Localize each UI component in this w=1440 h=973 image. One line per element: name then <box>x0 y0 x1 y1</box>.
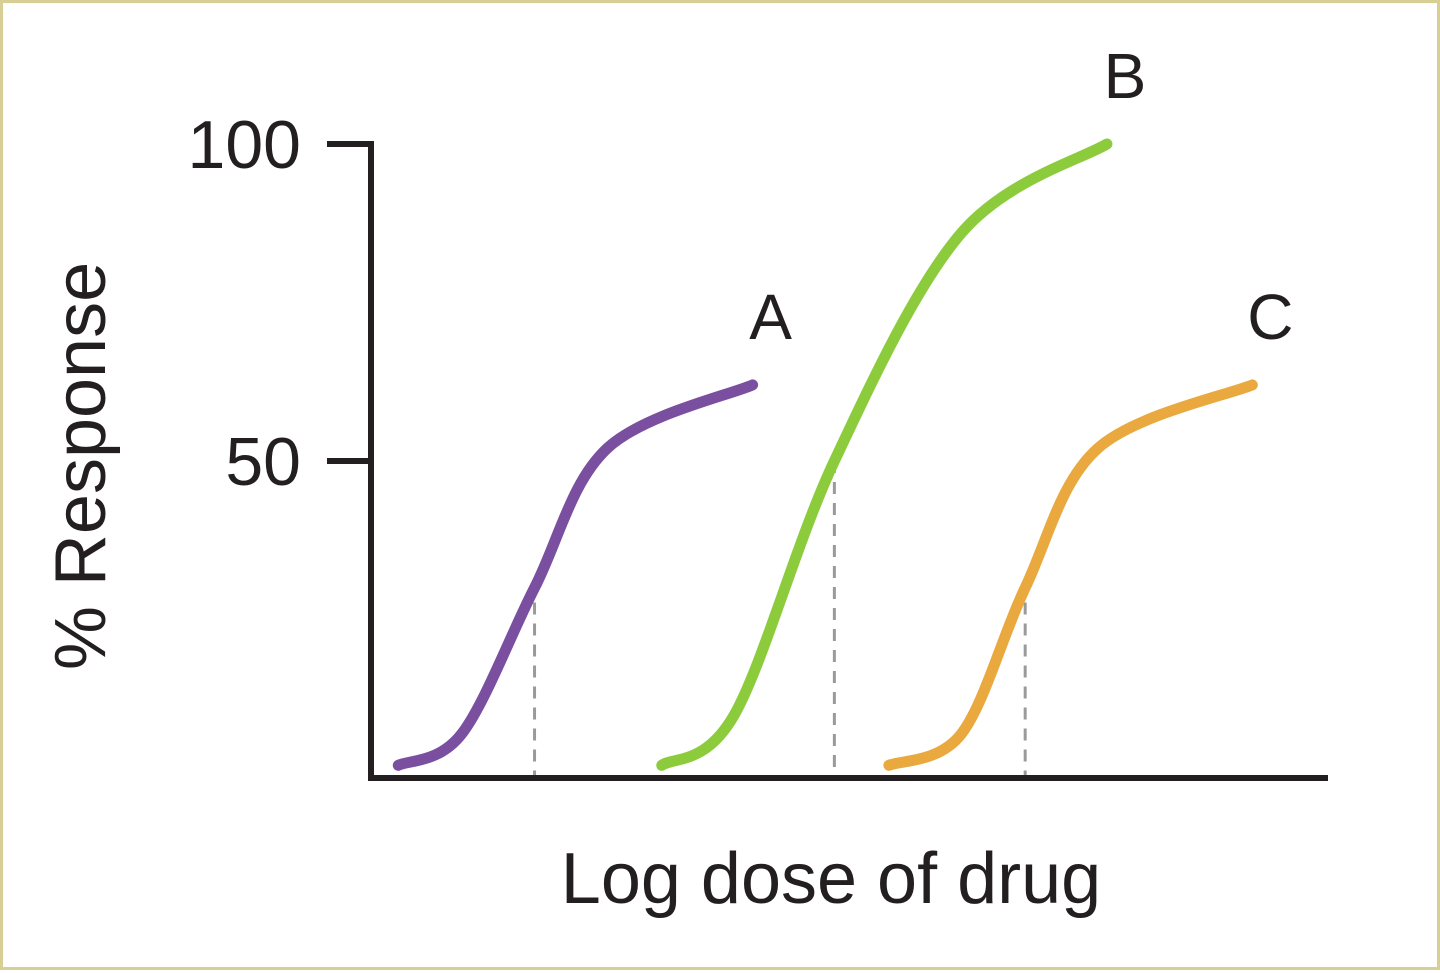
x-axis-title: Log dose of drug <box>561 839 1101 919</box>
y-ticks: 50 100 <box>188 107 371 500</box>
series-label-a: A <box>749 281 792 353</box>
dose-response-chart: 50 100 A B C Log dose of drug % Response <box>41 40 1328 919</box>
y-axis-title: % Response <box>41 262 121 670</box>
series-curve-a <box>392 379 759 771</box>
series-label-c: C <box>1247 281 1293 353</box>
series-curve-c <box>883 379 1258 771</box>
series-label-b: B <box>1104 40 1147 112</box>
y-tick-label: 100 <box>188 107 301 183</box>
series-curve-b <box>656 138 1113 771</box>
y-tick-label: 50 <box>225 424 301 500</box>
series-labels: A B C <box>749 40 1293 353</box>
axes: 50 100 <box>188 107 1328 781</box>
ec50-guide-lines <box>533 461 1027 778</box>
series-curves <box>392 138 1258 771</box>
